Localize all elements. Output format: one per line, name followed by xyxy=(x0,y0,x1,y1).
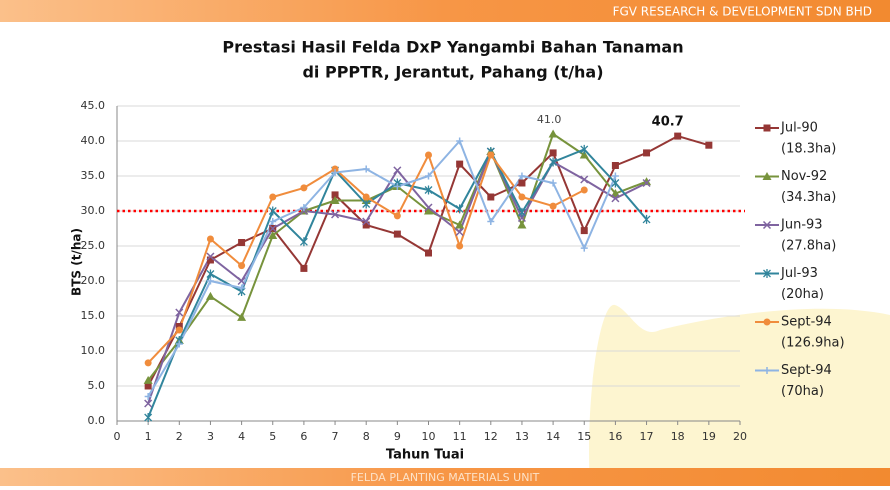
data-label: 41.0 xyxy=(537,113,562,126)
x-tick-label: 19 xyxy=(702,430,716,443)
x-tick-label: 11 xyxy=(453,430,467,443)
marker xyxy=(207,270,214,279)
legend-label: (18.3ha) xyxy=(781,142,836,157)
marker xyxy=(456,161,463,168)
marker xyxy=(394,212,401,219)
marker xyxy=(363,194,370,201)
marker xyxy=(394,231,401,238)
series-line xyxy=(148,141,615,397)
marker xyxy=(612,173,619,180)
marker xyxy=(300,184,307,191)
marker xyxy=(550,180,557,187)
data-label: 40.7 xyxy=(652,115,684,130)
marker xyxy=(764,125,771,132)
page: {"header": "FGV RESEARCH & DEVELOPMENT S… xyxy=(0,0,890,486)
marker xyxy=(518,194,525,201)
legend-label: Jul-93 xyxy=(780,266,818,281)
marker xyxy=(456,243,463,250)
y-tick-label: 5.0 xyxy=(88,379,106,392)
y-tick-label: 25.0 xyxy=(81,239,106,252)
marker xyxy=(145,359,152,366)
x-tick-label: 0 xyxy=(114,430,121,443)
marker xyxy=(176,327,183,334)
marker xyxy=(643,215,650,224)
x-tick-label: 13 xyxy=(515,430,529,443)
marker xyxy=(674,133,681,140)
marker xyxy=(518,180,525,187)
marker xyxy=(612,162,619,169)
legend-label: (126.9ha) xyxy=(781,336,845,351)
legend-label: Jun-93 xyxy=(780,218,823,233)
y-tick-label: 45.0 xyxy=(81,99,106,112)
x-tick-label: 15 xyxy=(577,430,591,443)
marker xyxy=(145,413,152,422)
y-tick-label: 20.0 xyxy=(81,274,106,287)
x-tick-label: 7 xyxy=(332,430,339,443)
marker xyxy=(487,152,494,159)
marker xyxy=(300,237,307,246)
legend-label: (34.3ha) xyxy=(781,190,836,205)
legend-label: (27.8ha) xyxy=(781,239,836,254)
marker xyxy=(425,250,432,257)
legend-label: Nov-92 xyxy=(781,169,827,184)
marker xyxy=(581,187,588,194)
y-tick-label: 40.0 xyxy=(81,134,106,147)
x-tick-label: 1 xyxy=(145,430,152,443)
marker xyxy=(456,204,463,213)
marker xyxy=(581,227,588,234)
y-tick-label: 35.0 xyxy=(81,169,106,182)
x-axis-label: Tahun Tuai xyxy=(386,448,464,463)
legend-label: Jul-90 xyxy=(780,121,818,136)
slide: FGV RESEARCH & DEVELOPMENT SDN BHD FELDA… xyxy=(0,0,890,486)
x-tick-label: 16 xyxy=(608,430,622,443)
marker xyxy=(300,265,307,272)
x-tick-label: 18 xyxy=(671,430,685,443)
marker xyxy=(206,292,215,300)
legend-label: (20ha) xyxy=(781,287,824,302)
x-tick-label: 8 xyxy=(363,430,370,443)
marker xyxy=(238,262,245,269)
decoration xyxy=(589,305,890,486)
x-tick-label: 4 xyxy=(238,430,245,443)
x-tick-label: 17 xyxy=(640,430,654,443)
legend-label: Sept-94 xyxy=(781,315,832,330)
marker xyxy=(643,149,650,156)
marker xyxy=(764,319,771,326)
marker xyxy=(549,130,558,138)
x-tick-label: 6 xyxy=(300,430,307,443)
marker xyxy=(487,194,494,201)
chart-title: Prestasi Hasil Felda DxP Yangambi Bahan … xyxy=(222,38,683,57)
chart-title: di PPPTR, Jerantut, Pahang (t/ha) xyxy=(302,63,603,82)
marker xyxy=(705,142,712,149)
marker xyxy=(550,149,557,156)
footer-text: FELDA PLANTING MATERIALS UNIT xyxy=(351,471,540,484)
x-tick-label: 20 xyxy=(733,430,747,443)
x-tick-label: 10 xyxy=(422,430,436,443)
marker xyxy=(207,236,214,243)
header-text: FGV RESEARCH & DEVELOPMENT SDN BHD xyxy=(613,5,872,19)
marker xyxy=(550,203,557,210)
x-tick-label: 3 xyxy=(207,430,214,443)
y-tick-label: 0.0 xyxy=(88,414,106,427)
marker xyxy=(269,194,276,201)
x-tick-label: 5 xyxy=(269,430,276,443)
x-tick-label: 9 xyxy=(394,430,401,443)
y-tick-label: 15.0 xyxy=(81,309,106,322)
marker xyxy=(425,152,432,159)
legend-label: (70ha) xyxy=(781,384,824,399)
x-tick-label: 12 xyxy=(484,430,498,443)
legend-label: Sept-94 xyxy=(781,363,832,378)
marker xyxy=(394,167,401,174)
x-tick-label: 14 xyxy=(546,430,560,443)
y-tick-label: 10.0 xyxy=(81,344,106,357)
x-tick-label: 2 xyxy=(176,430,183,443)
y-tick-label: 30.0 xyxy=(81,204,106,217)
marker xyxy=(581,176,588,183)
marker xyxy=(238,239,245,246)
